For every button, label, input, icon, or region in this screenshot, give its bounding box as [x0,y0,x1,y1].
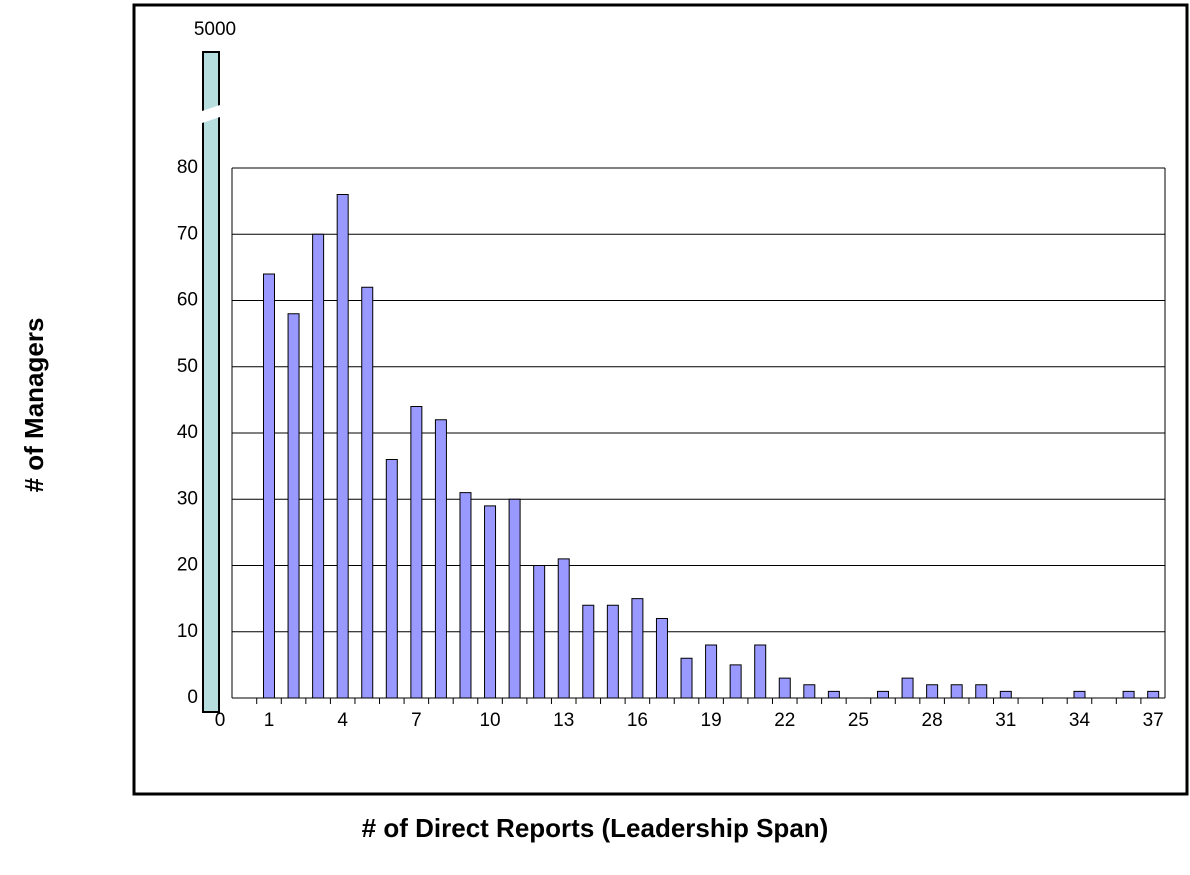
bar [202,51,220,713]
x-tick-label: 22 [774,710,795,731]
bar [287,313,300,699]
bar [582,604,595,699]
bar [926,684,939,699]
y-tick-label: 0 [187,687,198,708]
bar [975,684,988,699]
y-axis-title: # of Managers [19,318,49,493]
bar [484,505,497,699]
bar [361,286,374,699]
x-tick-label: 10 [479,710,500,731]
bar [385,459,398,699]
y-tick-label: 70 [177,223,198,244]
x-tick-label: 31 [995,710,1016,731]
x-tick-label: 13 [553,710,574,731]
x-axis-title: # of Direct Reports (Leadership Span) [362,813,829,843]
bar [705,644,718,699]
x-tick-label: 1 [264,710,275,731]
bar [778,677,791,699]
bar [410,406,423,699]
y-tick-label: 60 [177,290,198,311]
bar [606,604,619,699]
value-label: 5000 [194,19,236,40]
axis-break [199,104,223,124]
x-tick-label: 19 [701,710,722,731]
y-tick-label: 40 [177,422,198,443]
chart-frame [132,3,1189,796]
y-tick-label: 80 [177,157,198,178]
x-tick-label: 37 [1143,710,1164,731]
bar [1122,690,1135,699]
bar [459,492,472,699]
x-tick-label: 0 [215,710,226,731]
bar [999,690,1012,699]
bar [1073,690,1086,699]
y-tick-label: 10 [177,621,198,642]
bar [434,419,447,699]
x-tick-label: 34 [1069,710,1091,731]
bar [950,684,963,699]
bar [877,690,889,699]
bar [1147,690,1160,699]
y-tick-label: 30 [177,488,198,509]
bar [754,644,767,699]
bar [557,558,570,699]
bar [680,657,693,699]
bar [827,690,840,699]
bar [901,677,914,699]
bar [803,684,816,699]
bar [729,664,742,699]
x-tick-label: 7 [411,710,422,731]
bar [631,598,644,699]
x-tick-label: 4 [337,710,348,731]
y-tick-label: 50 [177,356,198,377]
x-tick-label: 25 [848,710,869,731]
bar [508,498,521,699]
bar [655,618,668,699]
bar [263,273,275,699]
x-tick-label: 16 [627,710,648,731]
x-tick-label: 28 [922,710,943,731]
bar [533,565,546,699]
y-tick-label: 20 [177,555,198,576]
bar [312,233,325,699]
bar [336,194,349,699]
